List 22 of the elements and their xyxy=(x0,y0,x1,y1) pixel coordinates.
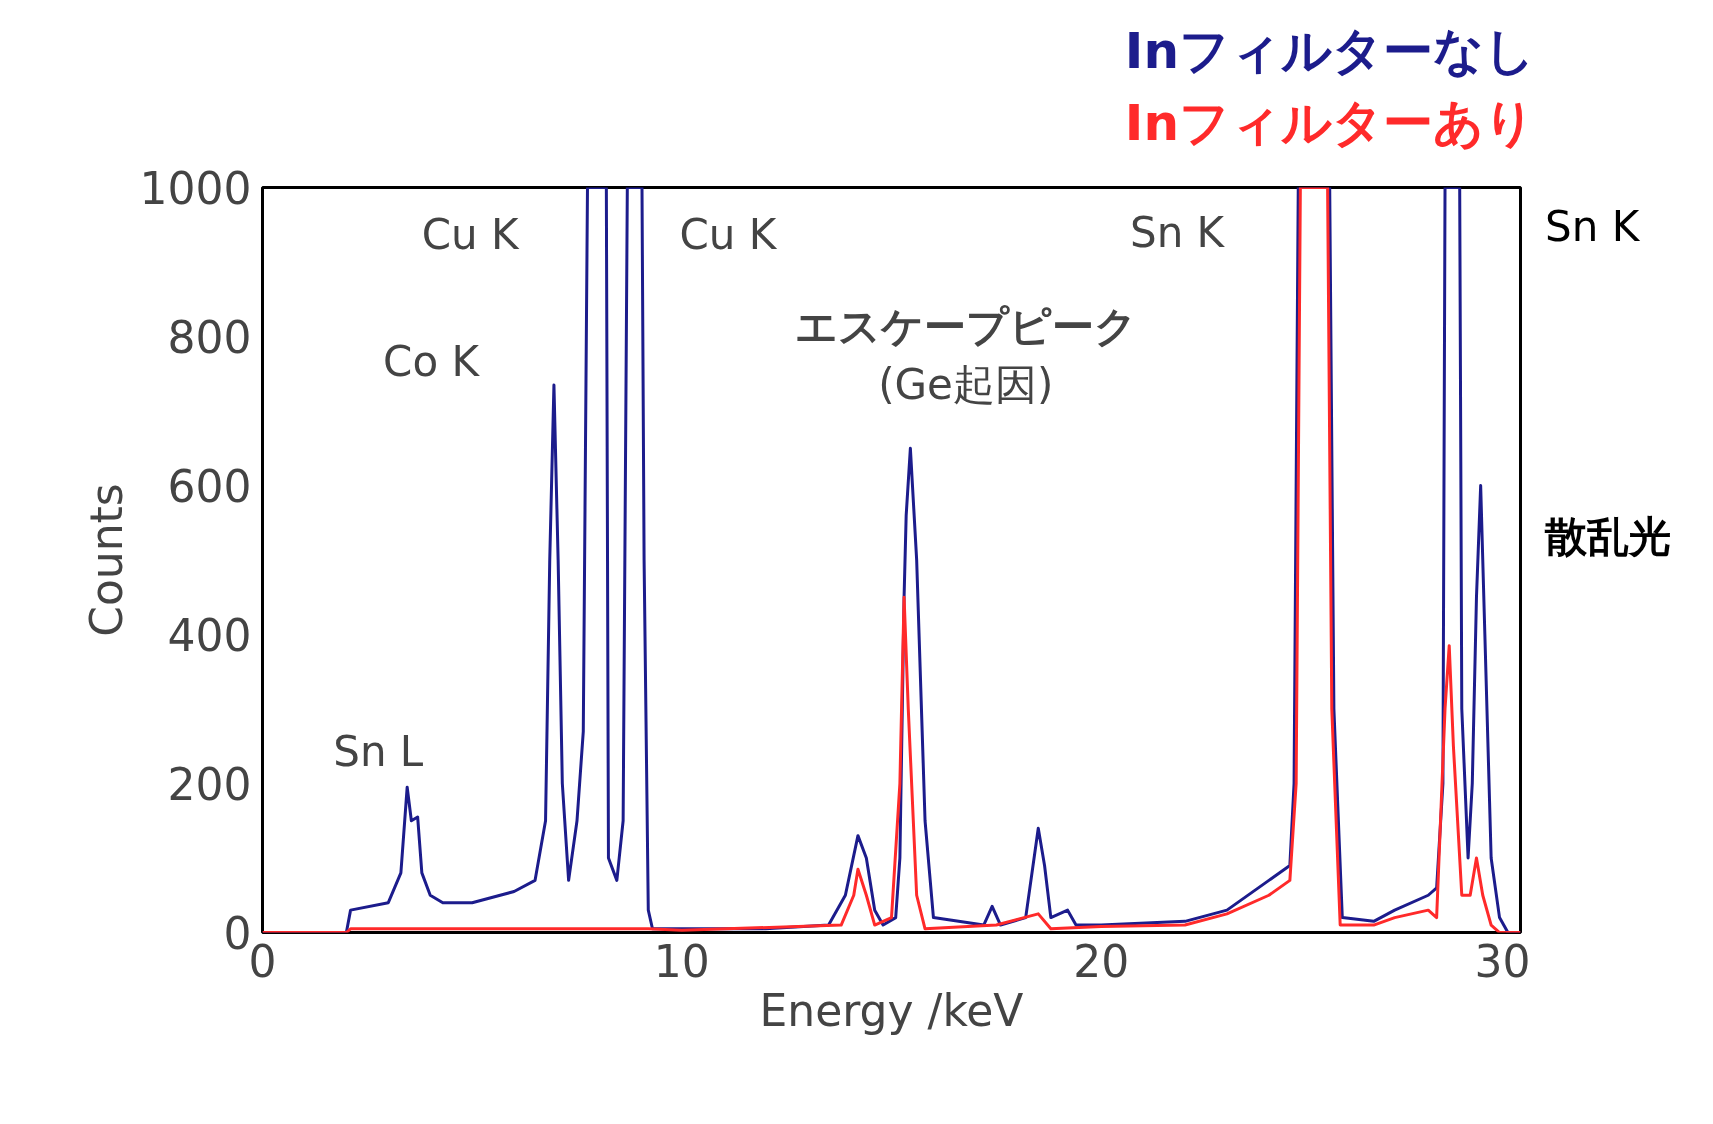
x-tick-label: 20 xyxy=(1073,935,1130,987)
annotation: (Ge起因) xyxy=(878,360,1054,410)
x-tick-label: 30 xyxy=(1474,935,1531,987)
x-tick-label: 10 xyxy=(653,935,710,987)
annotation: エスケープピーク xyxy=(794,302,1137,352)
y-tick-label: 1000 xyxy=(139,163,252,214)
annotation: Cu K xyxy=(421,209,520,259)
y-tick-label: 800 xyxy=(167,312,252,363)
y-tick-label: 600 xyxy=(167,461,252,512)
line-series xyxy=(262,187,1521,933)
text: Inフィルターなし xyxy=(1123,21,1535,82)
annotation: Co K xyxy=(383,337,481,387)
annotation: Sn L xyxy=(333,726,424,776)
y-axis-title: Counts xyxy=(80,483,132,637)
series-label: Inフィルターあり xyxy=(1123,93,1535,154)
x-axis-title: Energy /keV xyxy=(759,984,1024,1036)
annotation: Sn K xyxy=(1129,207,1226,257)
text: 散乱光 xyxy=(1545,511,1671,563)
text: Sn K xyxy=(1545,201,1640,253)
y-tick-label: 400 xyxy=(167,610,252,661)
annotation: Cu K xyxy=(679,209,778,259)
y-tick-label: 200 xyxy=(167,759,252,810)
